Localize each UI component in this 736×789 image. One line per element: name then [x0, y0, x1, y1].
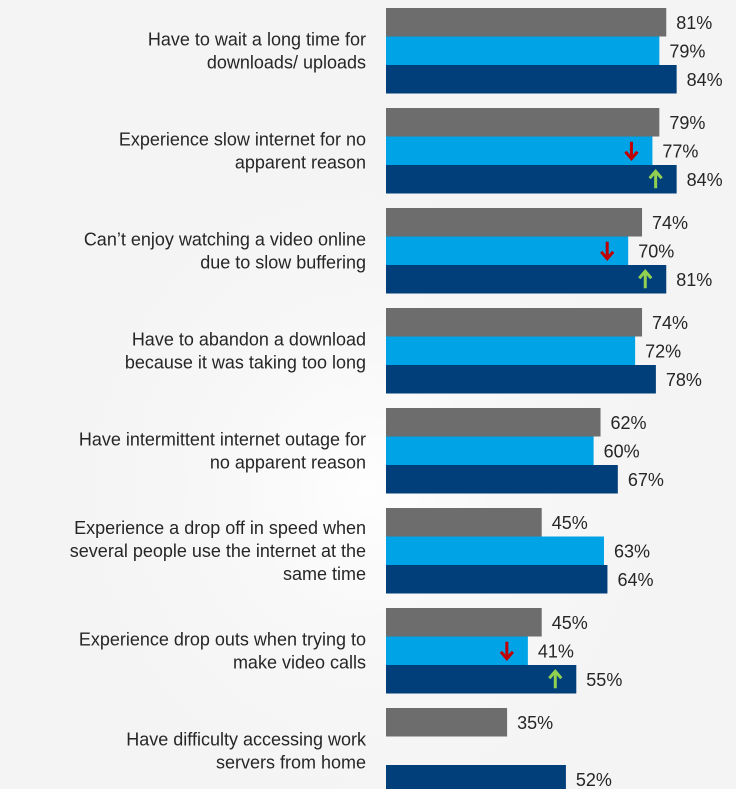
category-label: downloads/ uploads [207, 52, 366, 72]
value-label: 67% [628, 470, 664, 490]
bar [386, 665, 577, 694]
value-label: 81% [676, 270, 712, 290]
bar [386, 336, 636, 365]
value-label: 60% [604, 441, 640, 461]
bar [386, 236, 629, 265]
category-label: make video calls [233, 652, 366, 672]
value-label: 45% [552, 513, 588, 533]
bar [386, 536, 604, 565]
category-label: Have intermittent internet outage for [79, 429, 366, 449]
value-label: 63% [614, 541, 650, 561]
value-label: 81% [676, 13, 712, 33]
bar [386, 8, 667, 37]
down-arrow-icon [624, 141, 639, 162]
category-label: apparent reason [235, 152, 366, 172]
category-label: Experience drop outs when trying to [79, 629, 366, 649]
bar [386, 265, 667, 294]
value-label: 62% [611, 413, 647, 433]
value-label: 77% [662, 141, 698, 161]
bar [386, 165, 677, 194]
value-label: 64% [617, 570, 653, 590]
bar [386, 765, 566, 789]
value-label: 70% [638, 241, 674, 261]
bar [386, 136, 653, 165]
value-label: 78% [666, 370, 702, 390]
category-label: Have to abandon a download [132, 329, 366, 349]
up-arrow-icon [638, 268, 653, 289]
bar [386, 36, 660, 65]
value-label: 35% [517, 713, 553, 733]
bar [386, 436, 594, 465]
category-label: servers from home [216, 752, 366, 772]
down-arrow-icon [499, 641, 514, 662]
bar [386, 208, 643, 237]
value-label: 74% [652, 213, 688, 233]
value-label: 74% [652, 313, 688, 333]
bar [386, 565, 608, 594]
bar [386, 636, 528, 665]
value-label: 41% [538, 641, 574, 661]
category-label: Experience slow internet for no [119, 129, 366, 149]
bar [386, 508, 542, 537]
value-label: 79% [669, 41, 705, 61]
category-label: no apparent reason [210, 452, 366, 472]
bar [386, 365, 656, 394]
value-label: 79% [669, 113, 705, 133]
down-arrow-icon [600, 241, 615, 262]
category-label: several people use the internet at the [70, 541, 366, 561]
value-label: 84% [687, 70, 723, 90]
category-label: Have difficulty accessing work [126, 729, 367, 749]
value-label: 52% [576, 770, 612, 789]
up-arrow-icon [548, 668, 563, 689]
bar [386, 465, 618, 494]
value-label: 72% [645, 341, 681, 361]
category-label: same time [283, 564, 366, 584]
category-label: due to slow buffering [200, 252, 366, 272]
value-label: 55% [586, 670, 622, 690]
value-label: 45% [552, 613, 588, 633]
category-label: Experience a drop off in speed when [74, 518, 366, 538]
value-label: 84% [687, 170, 723, 190]
bar [386, 408, 601, 437]
bar [386, 308, 643, 337]
category-label: Can’t enjoy watching a video online [84, 229, 366, 249]
up-arrow-icon [648, 168, 663, 189]
bar [386, 65, 677, 94]
category-label: because it was taking too long [125, 352, 366, 372]
bar [386, 708, 508, 737]
category-label: Have to wait a long time for [148, 29, 366, 49]
bar [386, 608, 542, 637]
bar [386, 108, 660, 137]
